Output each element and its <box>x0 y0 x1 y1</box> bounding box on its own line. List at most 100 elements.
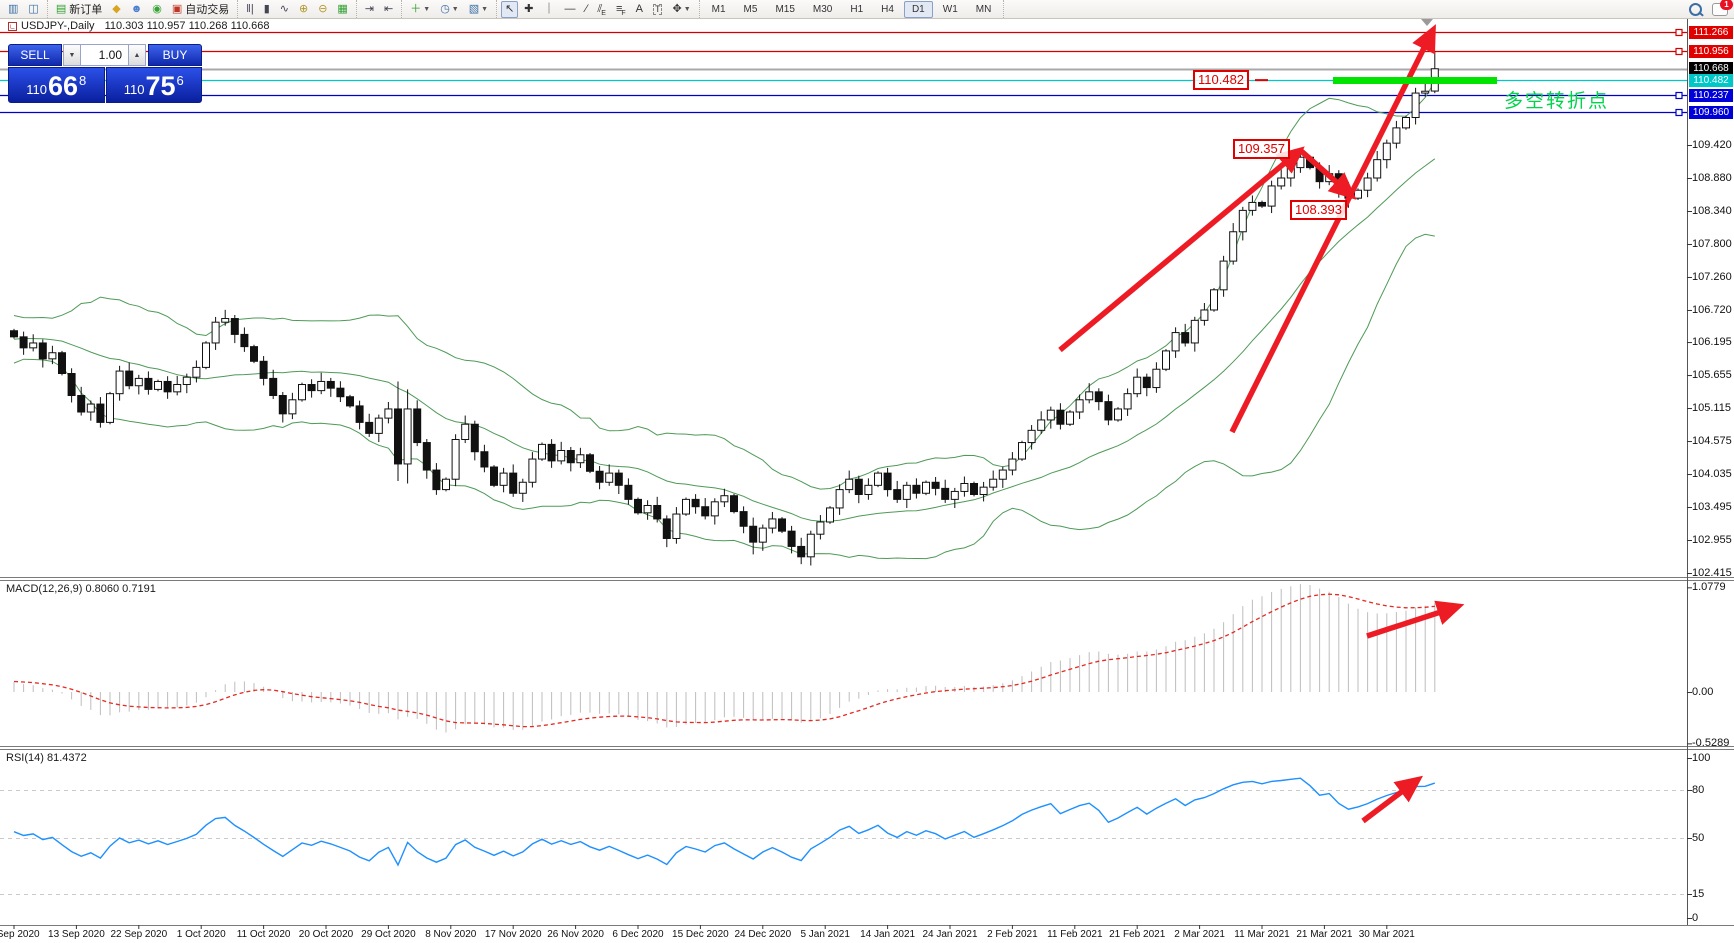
rsi-tick-label: 0 <box>1692 912 1699 924</box>
chart-shift-marker[interactable] <box>1421 19 1433 26</box>
bars-chart-type-icon[interactable]: ‖| <box>246 2 254 15</box>
price-level-badge-110.956[interactable]: 110.956 <box>1689 44 1733 58</box>
crosshair-icon[interactable]: ✚ <box>524 2 534 15</box>
tf-m1-button[interactable]: M1 <box>711 3 726 15</box>
low-box-108393[interactable]: 108.393 <box>1290 200 1347 220</box>
line-chart-type-icon[interactable]: ∿ <box>279 2 289 15</box>
signals-icon[interactable]: ◉ <box>152 2 162 15</box>
sell-button[interactable]: SELL <box>8 44 62 66</box>
tf-w1-button[interactable]: W1 <box>942 3 958 15</box>
cursor-icon[interactable]: ↖ <box>501 0 519 18</box>
green-zone-rectangle[interactable] <box>1333 77 1497 84</box>
price-level-badge-110.482[interactable]: 110.482 <box>1689 73 1733 87</box>
time-axis-label: 3 Sep 2020 <box>0 929 40 940</box>
tf-m15-button[interactable]: M15 <box>775 3 795 15</box>
volume-increase-button[interactable]: ▲ <box>128 44 146 66</box>
time-axis-label: 26 Nov 2020 <box>547 929 604 940</box>
rsi-line[interactable] <box>13 777 1436 867</box>
price-level-badge-110.668[interactable]: 110.668 <box>1689 62 1733 76</box>
text-label-icon[interactable]: T <box>652 3 663 15</box>
toolbar-right: 1 <box>1686 0 1734 18</box>
toolbar-group: ▤ 新订单 ◆ ☻ ◉ ▣ 自动交易 <box>48 0 239 18</box>
buy-price-big: 75 <box>145 71 176 101</box>
sell-price-button[interactable]: 110 66 8 <box>8 67 105 103</box>
periods-icon[interactable]: ◷ ▼ <box>440 2 459 15</box>
price-tick-label: 106.720 <box>1692 303 1732 316</box>
chart-title-text: USDJPY-,Daily <box>21 20 95 32</box>
volume-decrease-button[interactable]: ▼ <box>63 44 81 66</box>
zoom-in-icon[interactable]: ⊕ <box>298 2 309 15</box>
price-tick-label: 104.575 <box>1692 435 1732 448</box>
price-tick-label: 105.655 <box>1692 369 1732 382</box>
search-icon[interactable] <box>1689 2 1702 16</box>
profiles-icon[interactable]: ◫ <box>28 2 39 15</box>
time-axis-label: 14 Jan 2021 <box>860 929 916 940</box>
price-tick-label: 105.115 <box>1692 402 1731 415</box>
rsi-tick-label: 15 <box>1692 888 1705 900</box>
price-tick-label: 103.495 <box>1692 501 1732 514</box>
time-axis-label: 20 Oct 2020 <box>298 929 354 940</box>
time-axis-label: 22 Sep 2020 <box>110 929 168 940</box>
chart-shift-icon[interactable]: ⇤ <box>384 2 394 15</box>
templates-icon[interactable]: ▧ ▼ <box>468 2 489 15</box>
volume-input[interactable]: 1.00 <box>81 44 128 66</box>
rsi-tick-label: 100 <box>1692 752 1711 764</box>
channel-icon[interactable]: ⫽ E <box>597 2 606 17</box>
autotrading-icon[interactable]: ▣ 自动交易 <box>171 2 230 16</box>
price-level-badge-111.266[interactable]: 111.266 <box>1689 25 1733 39</box>
rsi-value: 81.4372 <box>46 752 87 764</box>
tf-mn-button[interactable]: MN <box>975 3 992 15</box>
horizontal-line-icon[interactable]: — <box>564 2 576 15</box>
candlesticks[interactable] <box>10 51 1439 566</box>
rsi-tick-label: 80 <box>1692 784 1705 796</box>
trend-arrows[interactable] <box>1058 24 1465 824</box>
indicators-icon[interactable]: ＋ ▼ <box>410 2 431 15</box>
zoom-out-icon[interactable]: ⊖ <box>318 2 328 15</box>
auto-scroll-icon[interactable]: ⇥ <box>364 2 375 15</box>
trendline-icon[interactable]: ∕ <box>585 2 588 15</box>
arrows-tool-icon[interactable]: ✥ ▼ <box>672 2 691 15</box>
level-box-110482[interactable]: 110.482 <box>1193 70 1250 90</box>
macd-tick-label: -0.5289 <box>1692 737 1730 750</box>
candles-chart-type-icon[interactable]: ▮ <box>263 2 270 15</box>
time-axis-label: 6 Dec 2020 <box>612 929 664 940</box>
tf-h1-button[interactable]: H1 <box>850 3 864 15</box>
sell-price-pip: 8 <box>79 73 87 88</box>
buy-button[interactable]: BUY <box>148 44 202 66</box>
time-axis-label: 8 Nov 2020 <box>425 929 477 940</box>
chat-icon[interactable]: 1 <box>1712 0 1733 16</box>
macd-histogram[interactable] <box>13 584 1436 733</box>
tf-m30-button[interactable]: M30 <box>812 3 833 15</box>
community-icon[interactable]: ☻ <box>130 2 143 15</box>
tf-h4-button[interactable]: H4 <box>881 3 894 15</box>
chart-ohlc-values: 110.303 110.957 110.268 110.668 <box>104 20 270 32</box>
buy-price-button[interactable]: 110 75 6 <box>105 67 202 103</box>
time-axis-label: 29 Oct 2020 <box>361 929 416 940</box>
rsi-label: RSI(14) 81.4372 <box>6 752 87 764</box>
toolbar-group: M1 M5 M15 M30 H1 H4 D1 W1 MN <box>700 0 1005 18</box>
time-axis-label: 15 Dec 2020 <box>672 929 729 940</box>
pane-separators[interactable] <box>0 17 1734 926</box>
history-center-icon[interactable]: ◆ <box>112 2 121 15</box>
tf-d1-button[interactable]: D1 <box>903 0 933 18</box>
text-icon[interactable]: A <box>635 2 643 15</box>
price-tick-label: 109.420 <box>1692 139 1732 151</box>
price-level-badge-110.237[interactable]: 110.237 <box>1689 88 1733 102</box>
new-chart-window-icon[interactable]: ▥ <box>8 2 19 15</box>
price-level-badge-109.960[interactable]: 109.960 <box>1689 105 1733 119</box>
sell-price-big: 66 <box>47 71 79 101</box>
new-order-icon[interactable]: ▤ 新订单 <box>55 2 103 16</box>
fibonacci-icon[interactable]: ≡ F <box>615 2 626 17</box>
time-axis-label: 21 Feb 2021 <box>1109 929 1166 940</box>
price-tick-label: 108.880 <box>1692 171 1732 184</box>
tf-m5-button[interactable]: M5 <box>743 3 758 15</box>
toolbar-group: ↖ ✚ ｜ — ∕ ⫽ E ≡ F A T ✥ ▼ <box>497 0 700 18</box>
tile-windows-icon[interactable]: ▦ <box>337 2 348 15</box>
toolbar: ▥ ◫ ▤ 新订单 ◆ ☻ ◉ ▣ 自动交易 ‖| ▮ ∿ ⊕ ⊖ ▦ ⇥ ⇤ ＋ ▼ ◷ ▼ ▧ ▼ ↖ ✚ ｜ — ∕ ⫽ E ≡ F A T… <box>0 0 1734 19</box>
one-click-trade-panel: SELL ▼ 1.00 ▲ BUY 110 66 8 110 75 6 <box>8 44 202 103</box>
price-tick-label: 106.195 <box>1692 336 1732 349</box>
vertical-line-icon[interactable]: ｜ <box>543 2 555 15</box>
peak-box-109357[interactable]: 109.357 <box>1233 139 1290 159</box>
